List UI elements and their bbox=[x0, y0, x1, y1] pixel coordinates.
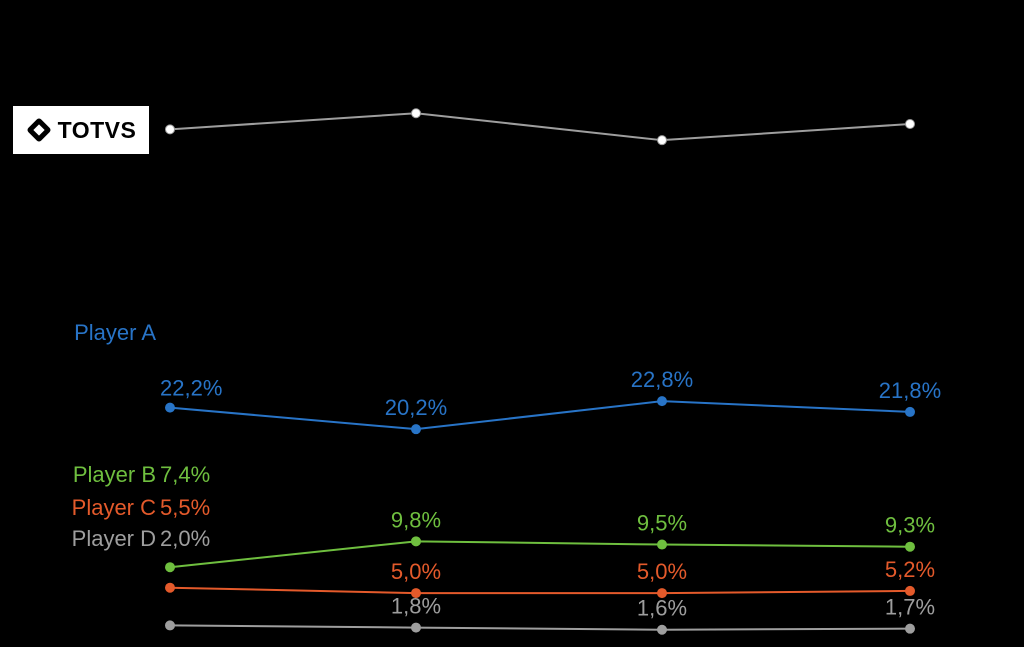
totvs-logo: TOTVS bbox=[13, 106, 149, 154]
series-marker-totvs bbox=[906, 120, 915, 129]
value-label-player_c: 5,0% bbox=[391, 559, 441, 584]
value-label-player_b: 9,8% bbox=[391, 507, 441, 532]
series-marker-player_d bbox=[412, 623, 421, 632]
series-marker-player_a bbox=[166, 403, 175, 412]
value-label-player_b: 9,3% bbox=[885, 513, 935, 538]
series-marker-player_a bbox=[412, 425, 421, 434]
series-name-player_c: Player C bbox=[72, 495, 156, 520]
series-name-player_b: Player B bbox=[73, 462, 156, 487]
series-line-totvs bbox=[170, 113, 910, 140]
series-marker-totvs bbox=[412, 109, 421, 118]
series-name-player_a: Player A bbox=[74, 320, 156, 345]
value-label-player_b: 7,4% bbox=[160, 462, 210, 487]
market-share-line-chart: 22,2% 20,2% 22,8% 21,8% Player A 7,4% 9,8% 9,5%… bbox=[0, 0, 1024, 647]
series-marker-totvs bbox=[166, 125, 175, 134]
series-marker-player_c bbox=[166, 583, 175, 592]
series-marker-player_d bbox=[166, 621, 175, 630]
series-marker-player_a bbox=[906, 407, 915, 416]
value-label-player_d: 1,8% bbox=[391, 594, 441, 619]
series-marker-player_b bbox=[658, 540, 667, 549]
series-marker-player_d bbox=[906, 624, 915, 633]
value-label-player_a: 22,2% bbox=[160, 376, 222, 401]
value-label-player_d: 1,7% bbox=[885, 595, 935, 620]
value-label-player_d: 2,0% bbox=[160, 526, 210, 551]
series-line-player_b bbox=[170, 541, 910, 567]
value-label-player_c: 5,0% bbox=[637, 559, 687, 584]
value-label-player_d: 1,6% bbox=[637, 596, 687, 621]
series-name-player_d: Player D bbox=[72, 526, 156, 551]
value-label-player_b: 9,5% bbox=[637, 511, 687, 536]
value-label-player_a: 22,8% bbox=[631, 367, 693, 392]
series-marker-player_b bbox=[412, 537, 421, 546]
series-marker-player_d bbox=[658, 625, 667, 634]
series-marker-player_b bbox=[166, 563, 175, 572]
series-line-player_a bbox=[170, 401, 910, 429]
value-label-player_c: 5,2% bbox=[885, 557, 935, 582]
series-marker-player_a bbox=[658, 397, 667, 406]
value-label-player_a: 20,2% bbox=[385, 395, 447, 420]
value-label-player_a: 21,8% bbox=[879, 378, 941, 403]
totvs-logo-icon bbox=[26, 117, 52, 143]
series-line-player_c bbox=[170, 588, 910, 593]
series-marker-player_b bbox=[906, 542, 915, 551]
totvs-logo-text: TOTVS bbox=[58, 117, 137, 144]
series-line-player_d bbox=[170, 625, 910, 629]
value-label-player_c: 5,5% bbox=[160, 495, 210, 520]
series-marker-totvs bbox=[658, 136, 667, 145]
chart-svg: 22,2% 20,2% 22,8% 21,8% Player A 7,4% 9,8% 9,5%… bbox=[0, 0, 1024, 647]
